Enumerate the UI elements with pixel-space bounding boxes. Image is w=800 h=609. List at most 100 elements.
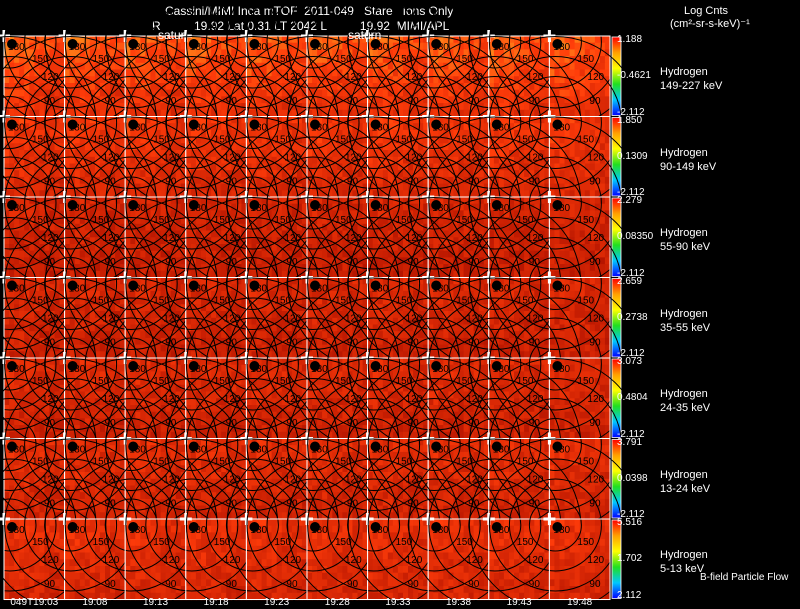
contour-label: 90: [226, 96, 238, 107]
contour-line: [0, 478, 57, 572]
colorbar-border: [611, 519, 622, 599]
heatmap-panel: 180 150 120 90: [468, 116, 642, 290]
contour-label: 120: [224, 475, 241, 486]
contour-line: [266, 478, 360, 572]
contour-label: 150: [32, 537, 49, 548]
contour-label: 90: [468, 579, 480, 590]
contour-label: 150: [517, 457, 534, 468]
contour-label: 90: [226, 338, 238, 349]
saturn-marker: [491, 39, 502, 49]
contour-label: 120: [103, 314, 120, 325]
saturn-marker: [7, 280, 17, 291]
contour-label: 150: [93, 215, 110, 226]
contour-label: 180: [69, 203, 86, 214]
heatmap-panel: 180 150 120 90: [0, 0, 158, 129]
contour-label: 150: [456, 135, 473, 146]
x-tick-label: 19:48: [567, 597, 593, 608]
contour-label: 150: [396, 457, 413, 468]
contour-line: [84, 0, 178, 89]
contour-label: 90: [408, 96, 420, 107]
contour-label: 120: [42, 555, 59, 566]
heatmap-panel: 180 150 120 90: [165, 197, 339, 370]
contour-label: 150: [456, 457, 473, 468]
contour-label: 180: [553, 445, 570, 456]
contour-label: 120: [284, 233, 301, 244]
contour-line: [24, 237, 118, 330]
contour-line: [327, 237, 421, 330]
contour-label: 150: [32, 376, 49, 387]
saturn-marker: [7, 361, 17, 371]
contour-label: 180: [190, 525, 207, 536]
contour-line: [448, 398, 542, 491]
heatmap-panel: 180 150 120 90: [44, 116, 218, 290]
contour-label: 150: [577, 457, 594, 468]
x-tick-label: 19:18: [203, 597, 229, 608]
contour-label: 90: [44, 257, 56, 268]
contour-label: 180: [372, 284, 389, 295]
colorbar-min-label: -2.112: [617, 106, 645, 118]
saturn-marker: [7, 522, 17, 532]
row-energy-label: 149-227 keV: [660, 80, 723, 92]
contour-line: [528, 498, 582, 552]
colorbar-min-label: -2.112: [617, 509, 645, 520]
contour-label: 120: [466, 72, 483, 83]
contour-label: 180: [432, 364, 449, 375]
saturn-marker: [128, 280, 139, 291]
contour-label: 150: [577, 135, 594, 146]
contour-label: 120: [406, 475, 423, 486]
colorbar: [612, 359, 621, 438]
contour-line: [266, 76, 360, 169]
contour-label: 120: [345, 314, 362, 325]
contour-label: 180: [311, 203, 328, 214]
row-energy-label: 5-13 keV: [660, 563, 705, 575]
colorbar-border: [611, 36, 622, 116]
contour-line: [24, 76, 118, 169]
colorbar: [612, 37, 621, 116]
contour-line: [24, 0, 118, 89]
contour-label: 90: [44, 579, 56, 590]
contour-label: 120: [466, 233, 483, 244]
contour-label: 150: [32, 135, 49, 146]
contour-label: 120: [406, 233, 423, 244]
contour-label: 180: [372, 123, 389, 134]
colorbar-border: [611, 439, 622, 519]
saturn-marker: [552, 39, 563, 49]
saturn-marker: [431, 441, 442, 452]
saturn-marker: [310, 39, 320, 49]
contour-label: 120: [163, 153, 180, 164]
contour-label: 150: [274, 215, 291, 226]
colorbar-max-label: 3.073: [617, 356, 643, 367]
contour-line: [327, 156, 421, 250]
contour-label: 120: [103, 233, 120, 244]
contour-line: [84, 76, 178, 169]
contour-label: 150: [517, 54, 534, 65]
contour-line: [24, 156, 118, 250]
contour-line: [24, 398, 118, 491]
saturn-marker: [431, 39, 442, 49]
colorbar: [612, 198, 621, 277]
contour-line: [448, 237, 542, 330]
contour-label: 120: [466, 475, 483, 486]
contour-label: 120: [587, 394, 604, 405]
contour-label: 120: [163, 72, 180, 83]
x-tick-label: 19:23: [264, 597, 290, 608]
saturn-marker: [249, 441, 260, 452]
contour-line: [508, 156, 602, 250]
x-tick-label: 19:08: [82, 597, 108, 608]
saturn-marker: [249, 39, 260, 49]
contour-label: 180: [432, 123, 449, 134]
contour-label: 180: [8, 42, 25, 53]
saturn-marker: [7, 119, 17, 130]
contour-label: 150: [153, 54, 170, 65]
contour-label: 120: [587, 72, 604, 83]
heatmap-panel: 180 150 120 90: [468, 36, 642, 209]
contour-line: [488, 458, 622, 592]
colorbar-border: [611, 278, 622, 358]
colorbar-mid-label: 0.0398: [617, 472, 648, 484]
saturn-marker: [67, 280, 78, 291]
saturn-marker: [491, 280, 502, 291]
x-tick-label: 049T19:03: [10, 597, 59, 608]
contour-label: 180: [493, 364, 510, 375]
contour-line: [508, 398, 602, 491]
